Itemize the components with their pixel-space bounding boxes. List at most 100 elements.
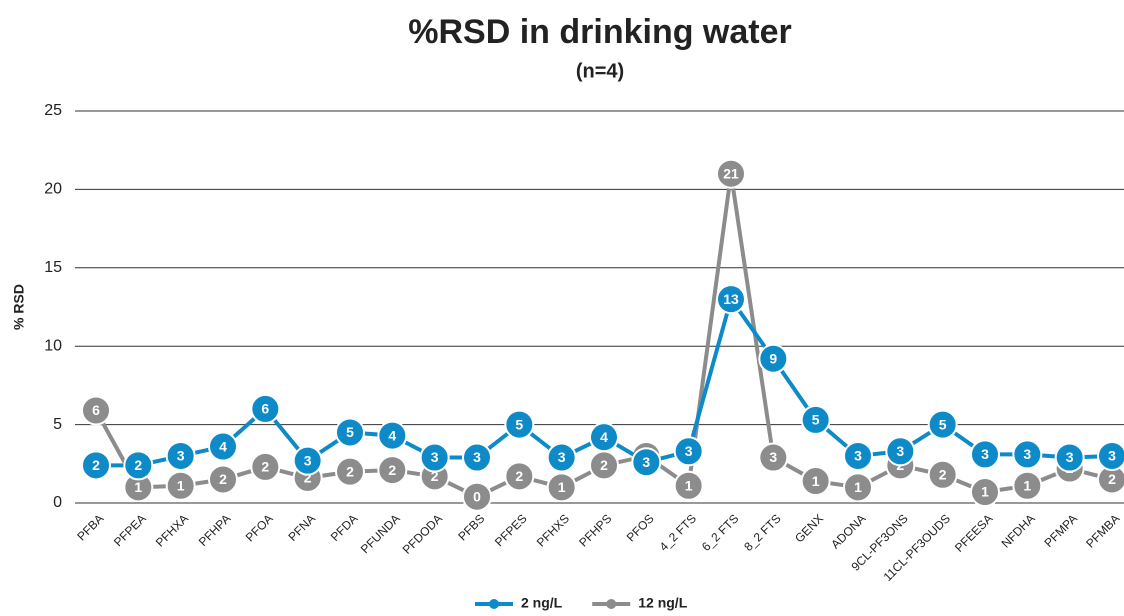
- x-tick-label: PFHPS: [576, 511, 614, 549]
- data-point: [81, 395, 111, 426]
- value-label: 2: [92, 457, 100, 473]
- value-label: 6: [92, 402, 100, 418]
- data-point: [504, 461, 535, 492]
- data-point: [419, 442, 450, 473]
- data-point: [377, 455, 408, 486]
- y-axis-label: % RSD: [11, 284, 27, 330]
- value-label: 1: [134, 479, 142, 495]
- data-point: [1054, 442, 1085, 473]
- data-point: [927, 409, 958, 440]
- series: 61122222202123121311221122: [81, 158, 1124, 512]
- value-label: 2: [388, 462, 396, 478]
- value-label: 5: [346, 424, 354, 440]
- x-tick-label: GENX: [792, 511, 826, 545]
- data-point: [843, 440, 873, 471]
- data-point: [377, 420, 408, 451]
- series: 2 2 3 4 6 3 5 4 3 3 5 3 4 3 3 13 9 5 3 3 5 3 3 3 3: [81, 284, 1124, 481]
- value-label: 2: [304, 470, 312, 486]
- data-point: [673, 470, 704, 501]
- x-tick-label: PFPEA: [111, 511, 149, 549]
- value-label: 2: [600, 457, 608, 473]
- x-tick-label: PFEESA: [952, 511, 995, 554]
- value-label: 21: [723, 165, 739, 181]
- value-label: 5: [812, 412, 820, 428]
- y-tick-label: 20: [44, 181, 62, 198]
- data-point: [208, 464, 238, 495]
- data-point: [843, 472, 873, 503]
- data-point: [335, 456, 365, 487]
- data-point: [716, 284, 746, 315]
- data-point: [1012, 470, 1043, 501]
- x-tick-label: PFOS: [624, 511, 657, 544]
- data-point: [589, 422, 619, 453]
- x-tick-label: 4_2 FTS: [657, 511, 699, 553]
- x-tick-label: 6_2 FTS: [699, 511, 741, 553]
- data-point: [165, 440, 196, 471]
- data-point: [970, 477, 1000, 508]
- y-tick-label: 10: [44, 337, 62, 354]
- chart-subtitle: (n=4): [576, 60, 624, 82]
- x-tick-label: PFPES: [492, 511, 530, 549]
- value-label: 2: [219, 471, 227, 487]
- y-tick-label: 25: [44, 102, 62, 119]
- data-point: [292, 445, 323, 476]
- data-point: [462, 481, 492, 512]
- value-label: 1: [558, 479, 566, 495]
- value-label: 2: [515, 468, 523, 484]
- data-point: [250, 451, 281, 482]
- value-label: 5: [515, 416, 523, 432]
- value-label: 2: [431, 468, 439, 484]
- value-label: 3: [854, 448, 862, 464]
- data-point: [1097, 440, 1124, 471]
- value-label: 2: [134, 457, 142, 473]
- legend-marker: [489, 599, 499, 609]
- x-tick-label: PFMBA: [1083, 511, 1122, 550]
- legend-marker: [606, 599, 617, 609]
- data-point: [800, 404, 831, 435]
- x-tick-label: PFOA: [243, 511, 276, 544]
- data-point: [885, 436, 916, 467]
- value-label: 2: [346, 463, 354, 479]
- value-label: 0: [473, 488, 481, 504]
- x-tick-label: PFHXS: [534, 511, 572, 549]
- data-point: [758, 343, 789, 374]
- value-label: 5: [939, 416, 947, 432]
- value-label: 3: [981, 446, 989, 462]
- value-label: 3: [558, 449, 566, 465]
- value-label: 3: [431, 449, 439, 465]
- y-tick-label: 0: [53, 494, 62, 511]
- legend-label: 2 ng/L: [521, 595, 563, 611]
- value-label: 4: [219, 438, 227, 454]
- x-tick-label: PFHXA: [153, 511, 191, 549]
- value-label: 1: [1023, 477, 1031, 493]
- value-label: 4: [600, 429, 608, 445]
- value-label: 3: [1066, 449, 1074, 465]
- data-point: [504, 409, 535, 440]
- data-point: [716, 158, 746, 189]
- data-point: [927, 459, 958, 490]
- value-label: 3: [685, 443, 693, 459]
- data-point: [462, 442, 492, 473]
- data-point: [970, 439, 1000, 470]
- value-label: 3: [473, 449, 481, 465]
- y-tick-label: 15: [44, 259, 62, 276]
- value-label: 1: [981, 484, 989, 500]
- x-tick-label: PFDA: [328, 511, 361, 544]
- chart-title: %RSD in drinking water: [408, 13, 792, 51]
- data-point: [123, 450, 154, 481]
- x-tick-label: PFMPA: [1042, 511, 1081, 550]
- x-tick-label: PFBA: [74, 511, 106, 543]
- data-point: [1012, 439, 1043, 470]
- value-label: 2: [261, 459, 269, 475]
- data-point: [673, 436, 704, 467]
- data-point: [800, 466, 831, 497]
- data-point: [335, 417, 365, 448]
- value-label: 3: [177, 448, 185, 464]
- value-label: 1: [812, 473, 820, 489]
- x-tick-label: PFUNDA: [358, 511, 403, 556]
- x-tick-label: PFHPA: [196, 511, 234, 549]
- data-point: [631, 447, 662, 478]
- y-tick-label: 5: [53, 416, 62, 433]
- x-tick-label: NFDHA: [999, 511, 1038, 550]
- data-point: [546, 472, 577, 503]
